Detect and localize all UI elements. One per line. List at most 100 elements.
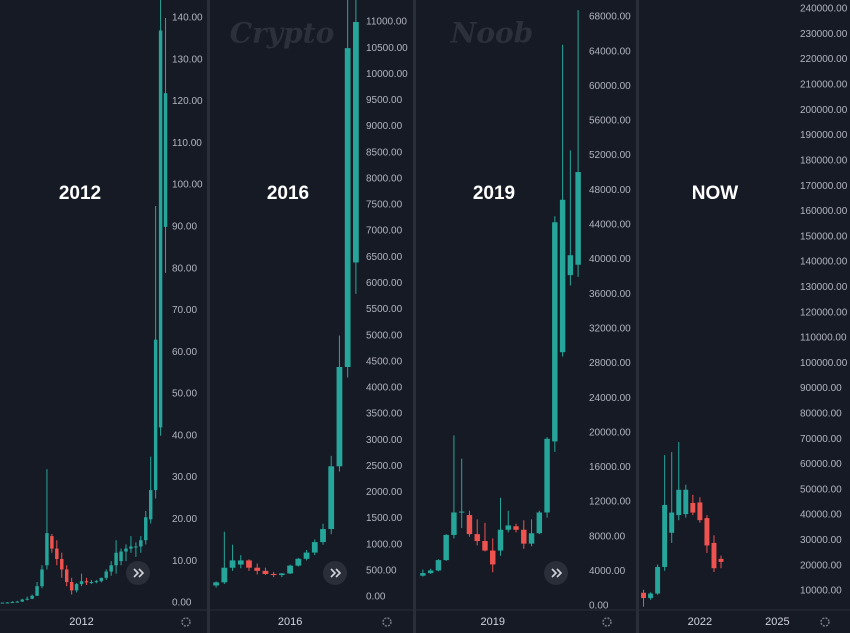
y-tick-label: 32000.00 <box>589 323 631 334</box>
y-tick-label: 110.00 <box>172 138 202 149</box>
y-tick-label: 120.00 <box>172 96 203 107</box>
candle-body <box>144 517 148 541</box>
y-tick-label: 160000.00 <box>800 206 848 217</box>
y-tick-label: 70000.00 <box>800 434 842 445</box>
candle-body <box>287 565 293 574</box>
candle-body <box>482 541 488 551</box>
y-tick-label: 10000.00 <box>366 69 408 80</box>
candle-body <box>683 489 689 515</box>
y-tick-label: 10500.00 <box>366 43 408 54</box>
candle-body <box>528 533 535 544</box>
candle-body <box>10 602 15 604</box>
y-tick-label: 80.00 <box>172 263 197 274</box>
y-tick-label: 60000.00 <box>800 459 842 470</box>
y-tick-label: 1500.00 <box>366 513 403 524</box>
y-tick-label: 36000.00 <box>589 289 631 300</box>
candle-body <box>718 558 724 562</box>
scroll-button[interactable] <box>323 561 347 585</box>
candle-body <box>237 560 244 565</box>
candle-body <box>344 48 351 367</box>
x-tick-label: 2019 <box>480 616 504 628</box>
y-tick-label: 230000.00 <box>800 29 848 40</box>
y-tick-label: 64000.00 <box>589 46 631 57</box>
y-tick-label: 9500.00 <box>366 95 403 106</box>
candle-body <box>262 570 269 574</box>
candle-body <box>148 490 153 520</box>
watermark: Crypto <box>230 17 335 50</box>
candle-body <box>466 515 473 535</box>
candle-body <box>536 512 543 534</box>
settings-icon[interactable] <box>181 617 191 627</box>
candle-body <box>704 518 710 546</box>
candle-body <box>25 598 29 600</box>
y-tick-label: 10000.00 <box>800 586 842 597</box>
candle-body <box>505 525 511 530</box>
candle-body <box>35 586 39 596</box>
y-tick-label: 1000.00 <box>366 539 403 550</box>
x-tick-label: 2025 <box>765 616 789 628</box>
watermark: Noob <box>450 17 534 50</box>
candle-body <box>655 566 661 594</box>
y-tick-label: 52000.00 <box>589 150 631 161</box>
y-tick-label: 50000.00 <box>800 484 842 495</box>
candle-body <box>55 548 59 560</box>
y-tick-label: 200000.00 <box>800 105 848 116</box>
candle-body <box>328 466 335 530</box>
y-tick-label: 0.00 <box>366 592 386 603</box>
candle-body <box>5 602 10 604</box>
scroll-button[interactable] <box>126 561 150 585</box>
candle-body <box>521 529 527 544</box>
candle-body <box>114 552 118 566</box>
x-tick-label: 2022 <box>688 616 712 628</box>
candle-body <box>104 571 108 578</box>
candle-body <box>544 438 550 513</box>
x-tick-label: 2016 <box>278 616 302 628</box>
y-tick-label: 3000.00 <box>366 435 403 446</box>
candle-body <box>99 577 104 582</box>
y-tick-label: 120000.00 <box>800 307 848 318</box>
candle-body <box>254 567 261 571</box>
settings-icon[interactable] <box>820 617 830 627</box>
y-tick-label: 6500.00 <box>366 252 403 263</box>
y-tick-label: 5000.00 <box>366 330 403 341</box>
candle-body <box>311 542 318 553</box>
y-tick-label: 40.00 <box>172 430 197 441</box>
y-tick-label: 180000.00 <box>800 155 848 166</box>
y-tick-label: 30000.00 <box>800 535 842 546</box>
candle-body <box>74 584 79 591</box>
y-tick-label: 44000.00 <box>589 220 631 231</box>
scroll-button[interactable] <box>544 561 568 585</box>
candle-body <box>30 595 34 599</box>
candle-body <box>84 581 89 583</box>
candle-body <box>697 502 703 521</box>
y-tick-label: 16000.00 <box>589 462 631 473</box>
candle-body <box>295 558 302 566</box>
candle-body <box>567 255 574 276</box>
candle-body <box>443 534 449 561</box>
y-tick-label: 80000.00 <box>800 409 842 420</box>
y-tick-label: 140000.00 <box>800 257 848 268</box>
candle-body <box>163 93 168 227</box>
y-tick-label: 170000.00 <box>800 181 848 192</box>
candle-body <box>662 504 668 567</box>
candle-body <box>420 573 426 576</box>
candle-body <box>0 602 5 604</box>
y-tick-label: 68000.00 <box>589 12 631 23</box>
y-tick-label: 60000.00 <box>589 81 631 92</box>
y-tick-label: 8500.00 <box>366 147 403 158</box>
y-tick-label: 20.00 <box>172 514 197 525</box>
candle-body <box>497 529 504 551</box>
settings-icon[interactable] <box>602 617 612 627</box>
candle-body <box>513 526 519 530</box>
candle-body <box>153 339 158 491</box>
y-tick-label: 4500.00 <box>366 356 403 367</box>
annotation: 2019 <box>473 183 515 204</box>
candle-body <box>134 546 138 548</box>
candle-body <box>641 592 646 599</box>
settings-icon[interactable] <box>382 617 392 627</box>
y-tick-label: 5500.00 <box>366 304 403 315</box>
candle-body <box>246 560 252 568</box>
